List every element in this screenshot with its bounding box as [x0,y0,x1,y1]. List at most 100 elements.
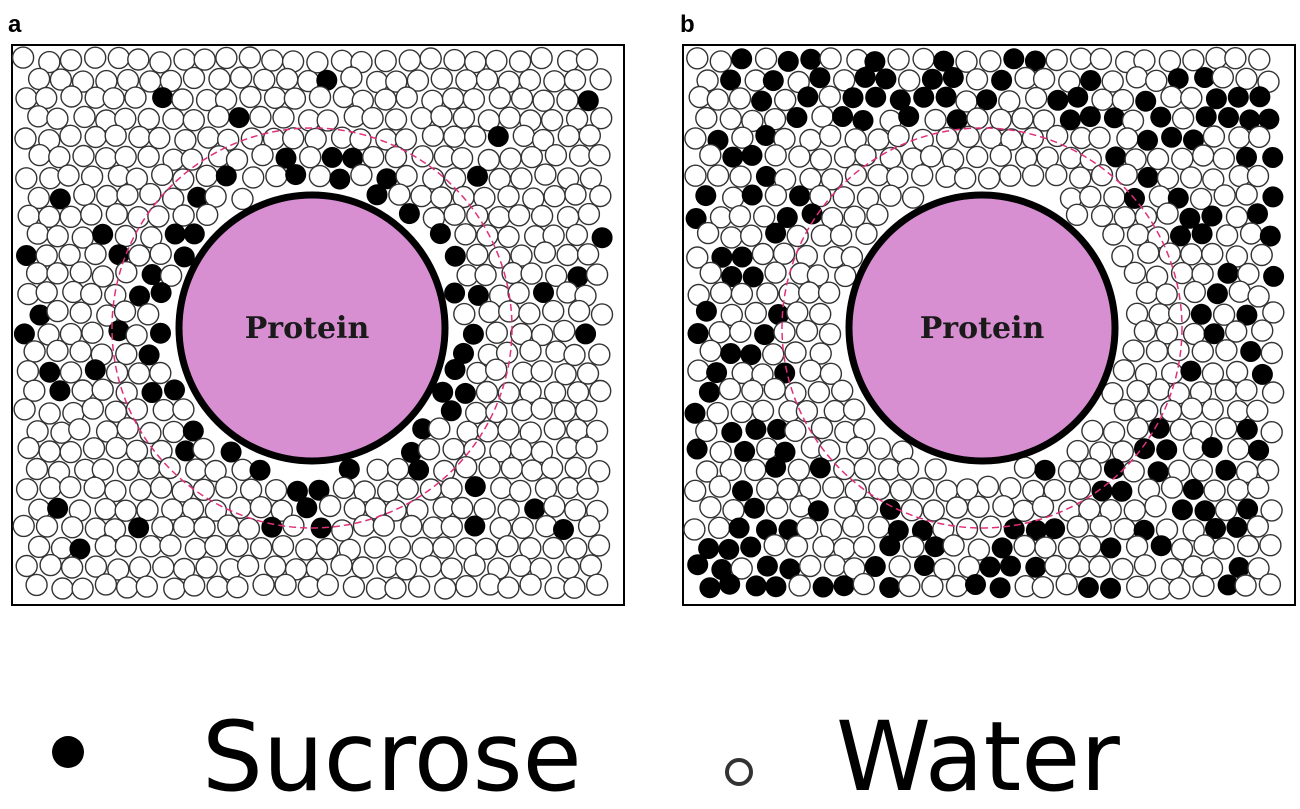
water-molecule [540,108,564,132]
sucrose-molecule [29,304,51,326]
sucrose-molecule [429,223,451,245]
water-molecule [172,557,196,581]
water-molecule [833,457,856,481]
water-molecule [1148,577,1172,600]
water-molecule [225,148,249,171]
sucrose-molecule [854,66,876,88]
sucrose-molecule [1194,67,1216,88]
water-molecule [443,125,466,148]
sucrose-molecule [316,69,338,91]
water-molecule [878,458,901,481]
sucrose-molecule [695,300,717,322]
water-molecule [586,573,609,596]
water-molecule [1256,458,1280,482]
water-molecule [372,514,395,537]
water-molecule [756,282,779,305]
sucrose-molecule [942,67,964,88]
water-molecule [854,144,877,167]
water-molecule [1059,146,1083,170]
water-molecule [766,496,789,520]
water-molecule [511,398,534,422]
sucrose-molecule [731,48,753,70]
water-molecule [488,246,511,269]
water-molecule [810,224,834,247]
water-molecule [1235,67,1258,91]
water-molecule [116,183,139,207]
sucrose-molecule [864,51,886,73]
water-molecule [419,555,442,578]
water-molecule [843,205,866,228]
water-molecule [807,381,831,404]
water-molecule [23,379,46,402]
water-molecule [1111,440,1135,463]
sucrose-molecule [16,245,37,266]
water-molecule [810,416,834,440]
water-molecule [1191,340,1215,363]
water-molecule [898,574,921,598]
sucrose-molecule [591,227,613,249]
water-molecule [822,476,845,499]
water-molecule [362,145,385,169]
water-molecule [730,400,753,424]
water-molecule [579,167,603,190]
water-molecule [240,127,264,150]
water-molecule [720,226,743,249]
water-molecule [751,242,775,266]
water-molecule [565,537,588,560]
water-molecule [1258,573,1282,596]
water-molecule [115,576,139,599]
sucrose-molecule [467,284,489,306]
water-molecule [15,167,38,190]
water-molecule [553,319,576,343]
water-molecule [497,225,520,249]
water-molecule [1116,127,1139,150]
water-molecule [59,440,82,464]
water-molecule [1250,319,1274,342]
water-molecule [125,324,148,347]
water-molecule [976,475,1000,498]
water-molecule [789,495,812,518]
water-molecule [585,419,609,443]
sucrose-molecule [1091,480,1113,502]
sucrose-molecule [1000,555,1021,577]
water-molecule [395,86,418,109]
sucrose-molecule [275,147,297,169]
water-molecule [1180,397,1204,420]
sucrose-molecule [567,266,589,288]
water-molecule [149,51,172,74]
water-molecule [901,186,925,209]
water-molecule [204,185,227,208]
water-molecule [395,164,418,188]
water-molecule [463,554,486,577]
water-molecule [465,401,488,425]
water-molecule [478,300,501,324]
water-molecule [955,50,978,73]
water-molecule [519,339,542,362]
sucrose-molecule [150,282,172,304]
water-molecule [172,398,195,421]
water-molecule [507,281,530,305]
water-molecule [992,495,1015,518]
water-molecule [1126,379,1149,403]
water-molecule [1044,554,1067,578]
water-molecule [297,575,320,598]
water-molecule [1158,242,1181,265]
water-molecule [229,66,253,89]
water-molecule [1146,147,1170,171]
water-molecule [1160,476,1184,499]
water-molecule [831,379,854,402]
water-molecule [193,516,216,539]
sucrose-molecule [1150,106,1172,128]
sucrose-molecule [1194,500,1216,522]
water-molecule [543,184,566,208]
water-molecule [1159,399,1183,423]
water-molecule [852,418,876,441]
water-molecule [999,164,1022,187]
water-molecule [575,436,598,459]
sucrose-molecule [1236,146,1257,168]
water-molecule [1079,457,1102,481]
sucrose-molecule [440,400,462,422]
water-molecule [27,67,51,91]
panel-a-protein-label: Protein [245,311,370,346]
water-molecule [728,87,752,110]
